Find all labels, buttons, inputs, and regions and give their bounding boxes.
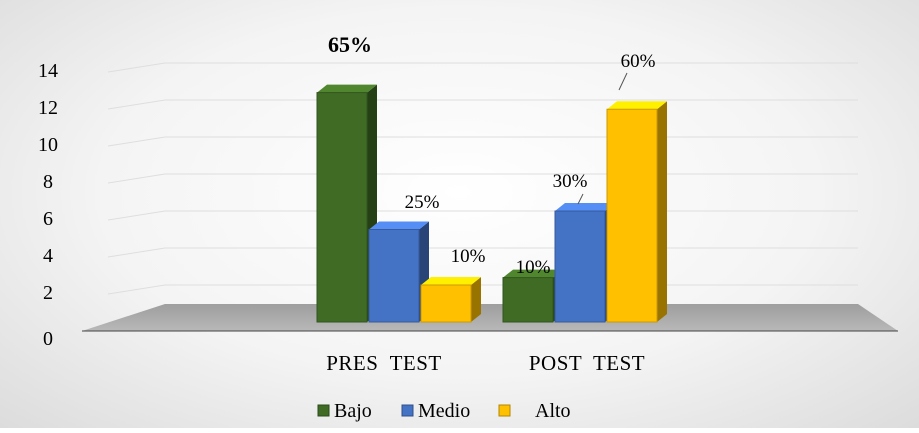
data-labels: 65% 10% 25% 30% 10% 60% <box>328 32 656 278</box>
category-label: PRES TEST <box>326 351 441 375</box>
data-label: 65% <box>328 32 372 57</box>
y-tick-label: 10 <box>38 134 58 156</box>
y-tick-label: 2 <box>43 282 53 304</box>
y-tick-label: 8 <box>43 171 53 193</box>
bar-front <box>554 210 606 323</box>
y-tick-label: 12 <box>38 97 58 119</box>
bar-top <box>503 269 563 278</box>
legend-label: Alto <box>535 400 571 422</box>
gridline <box>107 136 858 147</box>
bar <box>554 203 615 323</box>
y-tick-label: 4 <box>43 245 53 267</box>
bar-front <box>368 229 420 323</box>
bar-side <box>471 277 481 322</box>
data-label: 25% <box>405 192 440 213</box>
legend-label: Bajo <box>334 400 372 422</box>
gridline <box>107 99 858 110</box>
legend-swatch <box>401 404 414 417</box>
bar-front <box>316 92 368 323</box>
bar-top <box>317 84 377 93</box>
gridline <box>107 210 858 221</box>
x-axis-categories: PRES TEST POST TEST <box>326 351 645 375</box>
bar-top <box>369 221 429 230</box>
gridline <box>107 284 858 295</box>
data-label: 30% <box>553 171 588 192</box>
legend-swatch <box>498 404 511 417</box>
y-axis-ticks: 0 2 4 6 8 10 12 14 <box>38 60 58 350</box>
bar <box>316 84 377 323</box>
bar-top <box>607 101 667 110</box>
bar-front <box>420 284 472 323</box>
data-label: 10% <box>516 257 551 278</box>
leader-line <box>577 193 584 205</box>
legend-swatch <box>317 404 330 417</box>
legend: Bajo Medio Alto <box>317 400 571 422</box>
legend-item: Bajo <box>317 400 372 422</box>
bars <box>316 84 667 323</box>
data-label: 10% <box>451 246 486 267</box>
legend-item: Alto <box>498 400 571 422</box>
legend-item: Medio <box>401 400 470 422</box>
bar-top <box>421 277 481 285</box>
y-tick-label: 14 <box>38 60 58 82</box>
category-label: POST TEST <box>529 351 645 375</box>
floor-plane <box>82 304 898 331</box>
gridline <box>107 173 858 184</box>
legend-label: Medio <box>418 400 470 422</box>
chart-floor <box>82 304 898 332</box>
gridline <box>107 62 858 73</box>
bar <box>606 101 667 323</box>
leader-line <box>618 72 628 91</box>
bar-front <box>502 277 554 323</box>
y-tick-label: 0 <box>43 328 53 350</box>
bar <box>368 221 429 323</box>
bar <box>420 277 481 323</box>
data-label: 60% <box>621 51 656 72</box>
bar-top <box>555 203 615 211</box>
bar-side <box>657 101 667 322</box>
gridlines <box>107 62 858 295</box>
y-tick-label: 6 <box>43 208 53 230</box>
bar-front <box>606 108 658 323</box>
